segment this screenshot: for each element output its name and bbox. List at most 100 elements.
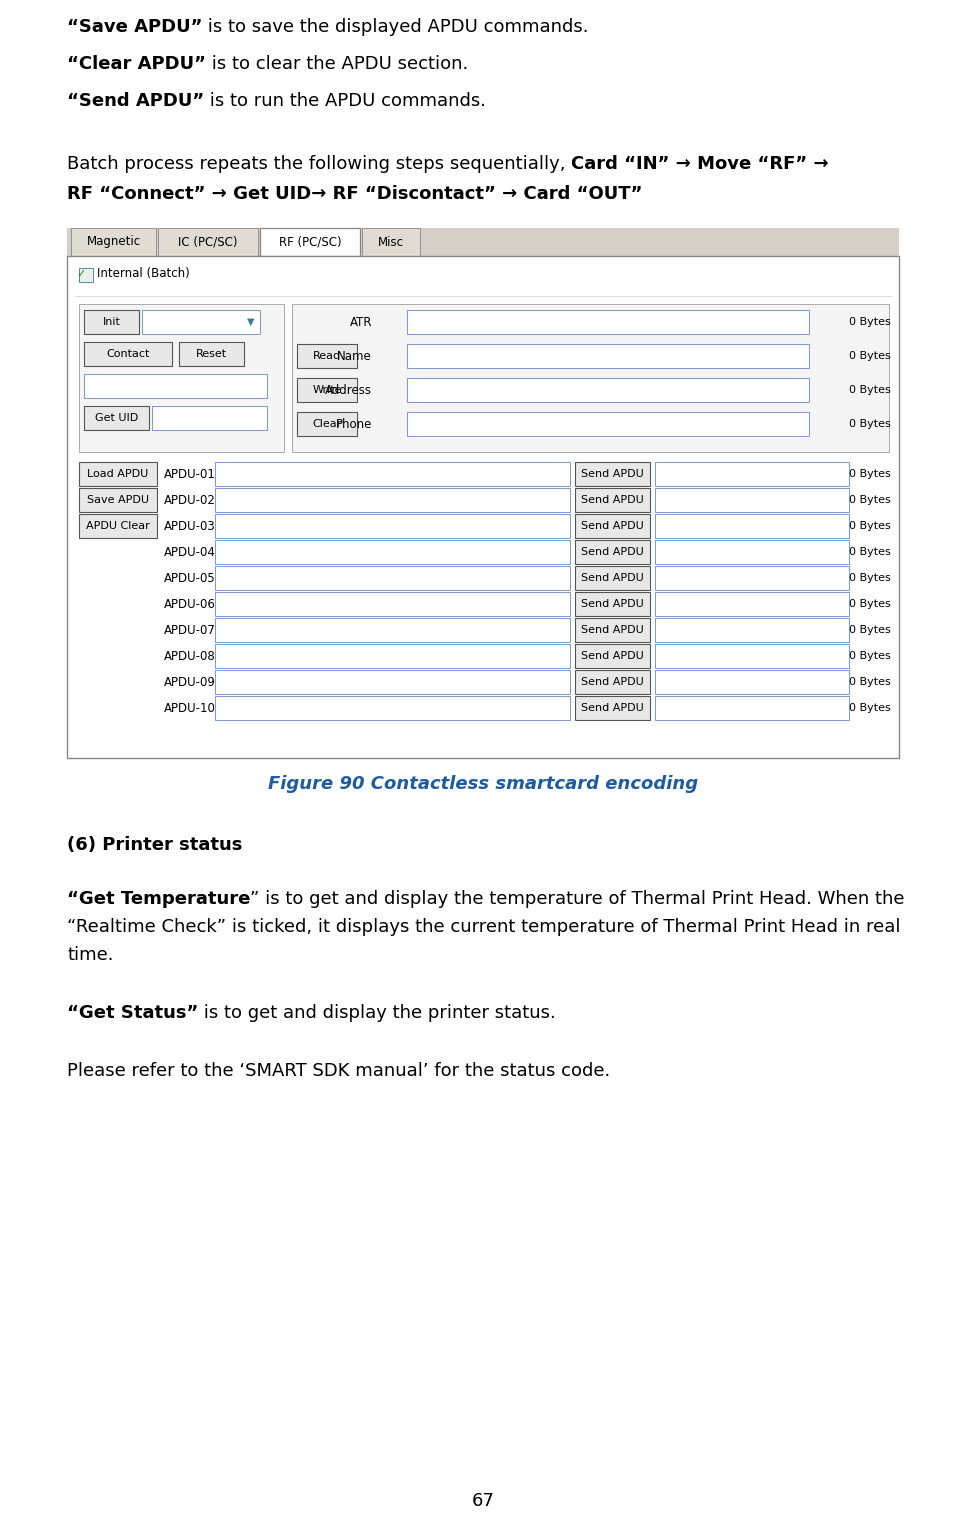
Text: Read: Read — [313, 351, 341, 362]
FancyBboxPatch shape — [575, 462, 650, 485]
FancyBboxPatch shape — [79, 304, 284, 452]
FancyBboxPatch shape — [655, 462, 849, 485]
Text: Name: Name — [337, 349, 372, 363]
Text: Send APDU: Send APDU — [582, 626, 644, 635]
FancyBboxPatch shape — [575, 618, 650, 642]
FancyBboxPatch shape — [215, 566, 570, 591]
FancyBboxPatch shape — [655, 696, 849, 720]
FancyBboxPatch shape — [142, 310, 260, 334]
FancyBboxPatch shape — [575, 514, 650, 539]
Text: is to save the displayed APDU commands.: is to save the displayed APDU commands. — [203, 18, 589, 37]
Text: 0 Bytes: 0 Bytes — [849, 520, 891, 531]
Text: APDU-05: APDU-05 — [164, 572, 215, 584]
FancyBboxPatch shape — [655, 566, 849, 591]
Text: APDU-03: APDU-03 — [164, 519, 215, 533]
FancyBboxPatch shape — [152, 406, 267, 430]
FancyBboxPatch shape — [297, 343, 357, 368]
FancyBboxPatch shape — [215, 540, 570, 565]
Text: ” is to get and display the temperature of Thermal Print Head. When the: ” is to get and display the temperature … — [250, 890, 905, 908]
Text: 0 Bytes: 0 Bytes — [849, 351, 891, 362]
FancyBboxPatch shape — [79, 514, 157, 539]
Text: 0 Bytes: 0 Bytes — [849, 572, 891, 583]
FancyBboxPatch shape — [407, 343, 809, 368]
Text: “Get Temperature: “Get Temperature — [67, 890, 250, 908]
Text: Batch process repeats the following steps sequentially,: Batch process repeats the following step… — [67, 156, 571, 172]
Text: “Clear APDU”: “Clear APDU” — [67, 55, 206, 73]
Text: RF (PC/SC): RF (PC/SC) — [278, 235, 341, 249]
FancyBboxPatch shape — [655, 488, 849, 513]
FancyBboxPatch shape — [297, 378, 357, 401]
FancyBboxPatch shape — [79, 269, 93, 282]
Text: 0 Bytes: 0 Bytes — [849, 494, 891, 505]
Text: “Save APDU”: “Save APDU” — [67, 18, 203, 37]
FancyBboxPatch shape — [215, 618, 570, 642]
Text: time.: time. — [67, 946, 113, 964]
FancyBboxPatch shape — [575, 488, 650, 513]
FancyBboxPatch shape — [297, 412, 357, 436]
Text: Send APDU: Send APDU — [582, 572, 644, 583]
Text: “Realtime Check” is ticked, it displays the current temperature of Thermal Print: “Realtime Check” is ticked, it displays … — [67, 919, 900, 935]
Text: is to get and display the printer status.: is to get and display the printer status… — [198, 1004, 556, 1022]
Text: Internal (Batch): Internal (Batch) — [97, 267, 189, 281]
Text: 0 Bytes: 0 Bytes — [849, 468, 891, 479]
FancyBboxPatch shape — [71, 227, 156, 256]
Text: “Get Status”: “Get Status” — [67, 1004, 198, 1022]
Text: Send APDU: Send APDU — [582, 494, 644, 505]
Text: Save APDU: Save APDU — [87, 494, 149, 505]
FancyBboxPatch shape — [292, 304, 889, 452]
Text: 0 Bytes: 0 Bytes — [849, 626, 891, 635]
Text: Send APDU: Send APDU — [582, 652, 644, 661]
Text: Send APDU: Send APDU — [582, 678, 644, 687]
FancyBboxPatch shape — [84, 310, 139, 334]
Text: 0 Bytes: 0 Bytes — [849, 703, 891, 713]
FancyBboxPatch shape — [575, 566, 650, 591]
Text: Send APDU: Send APDU — [582, 600, 644, 609]
Text: Load APDU: Load APDU — [87, 468, 149, 479]
Text: Send APDU: Send APDU — [582, 520, 644, 531]
Text: APDU-02: APDU-02 — [164, 493, 215, 507]
Text: APDU-07: APDU-07 — [164, 624, 215, 636]
Text: 0 Bytes: 0 Bytes — [849, 317, 891, 327]
Text: Get UID: Get UID — [95, 414, 138, 423]
FancyBboxPatch shape — [575, 592, 650, 617]
Text: APDU-06: APDU-06 — [164, 598, 215, 610]
FancyBboxPatch shape — [575, 670, 650, 694]
FancyBboxPatch shape — [575, 644, 650, 668]
FancyBboxPatch shape — [655, 592, 849, 617]
FancyBboxPatch shape — [215, 592, 570, 617]
FancyBboxPatch shape — [79, 462, 157, 485]
Text: Write: Write — [312, 385, 342, 395]
FancyBboxPatch shape — [84, 406, 149, 430]
FancyBboxPatch shape — [67, 227, 899, 256]
FancyBboxPatch shape — [215, 514, 570, 539]
FancyBboxPatch shape — [260, 227, 360, 256]
Text: Reset: Reset — [196, 349, 227, 359]
Text: APDU-01: APDU-01 — [164, 467, 215, 481]
FancyBboxPatch shape — [575, 540, 650, 565]
Text: 0 Bytes: 0 Bytes — [849, 546, 891, 557]
Text: Send APDU: Send APDU — [582, 703, 644, 713]
Text: IC (PC/SC): IC (PC/SC) — [179, 235, 238, 249]
Text: 67: 67 — [471, 1492, 495, 1511]
Text: APDU-08: APDU-08 — [164, 650, 215, 662]
FancyBboxPatch shape — [215, 644, 570, 668]
FancyBboxPatch shape — [407, 412, 809, 436]
Text: APDU-09: APDU-09 — [164, 676, 215, 688]
Text: Init: Init — [102, 317, 121, 327]
FancyBboxPatch shape — [215, 488, 570, 513]
Text: RF “Connect” → Get UID→ RF “Discontact” → Card “OUT”: RF “Connect” → Get UID→ RF “Discontact” … — [67, 185, 642, 203]
FancyBboxPatch shape — [84, 342, 172, 366]
FancyBboxPatch shape — [407, 378, 809, 401]
Text: Send APDU: Send APDU — [582, 546, 644, 557]
Text: Magnetic: Magnetic — [86, 235, 141, 249]
Text: 0 Bytes: 0 Bytes — [849, 678, 891, 687]
Text: ATR: ATR — [350, 316, 372, 328]
Text: Address: Address — [325, 383, 372, 397]
Text: 0 Bytes: 0 Bytes — [849, 420, 891, 429]
Text: Phone: Phone — [335, 418, 372, 430]
Text: ▼: ▼ — [247, 317, 255, 327]
Text: Clear: Clear — [312, 420, 342, 429]
FancyBboxPatch shape — [575, 696, 650, 720]
Text: ✓: ✓ — [76, 269, 86, 279]
FancyBboxPatch shape — [655, 670, 849, 694]
